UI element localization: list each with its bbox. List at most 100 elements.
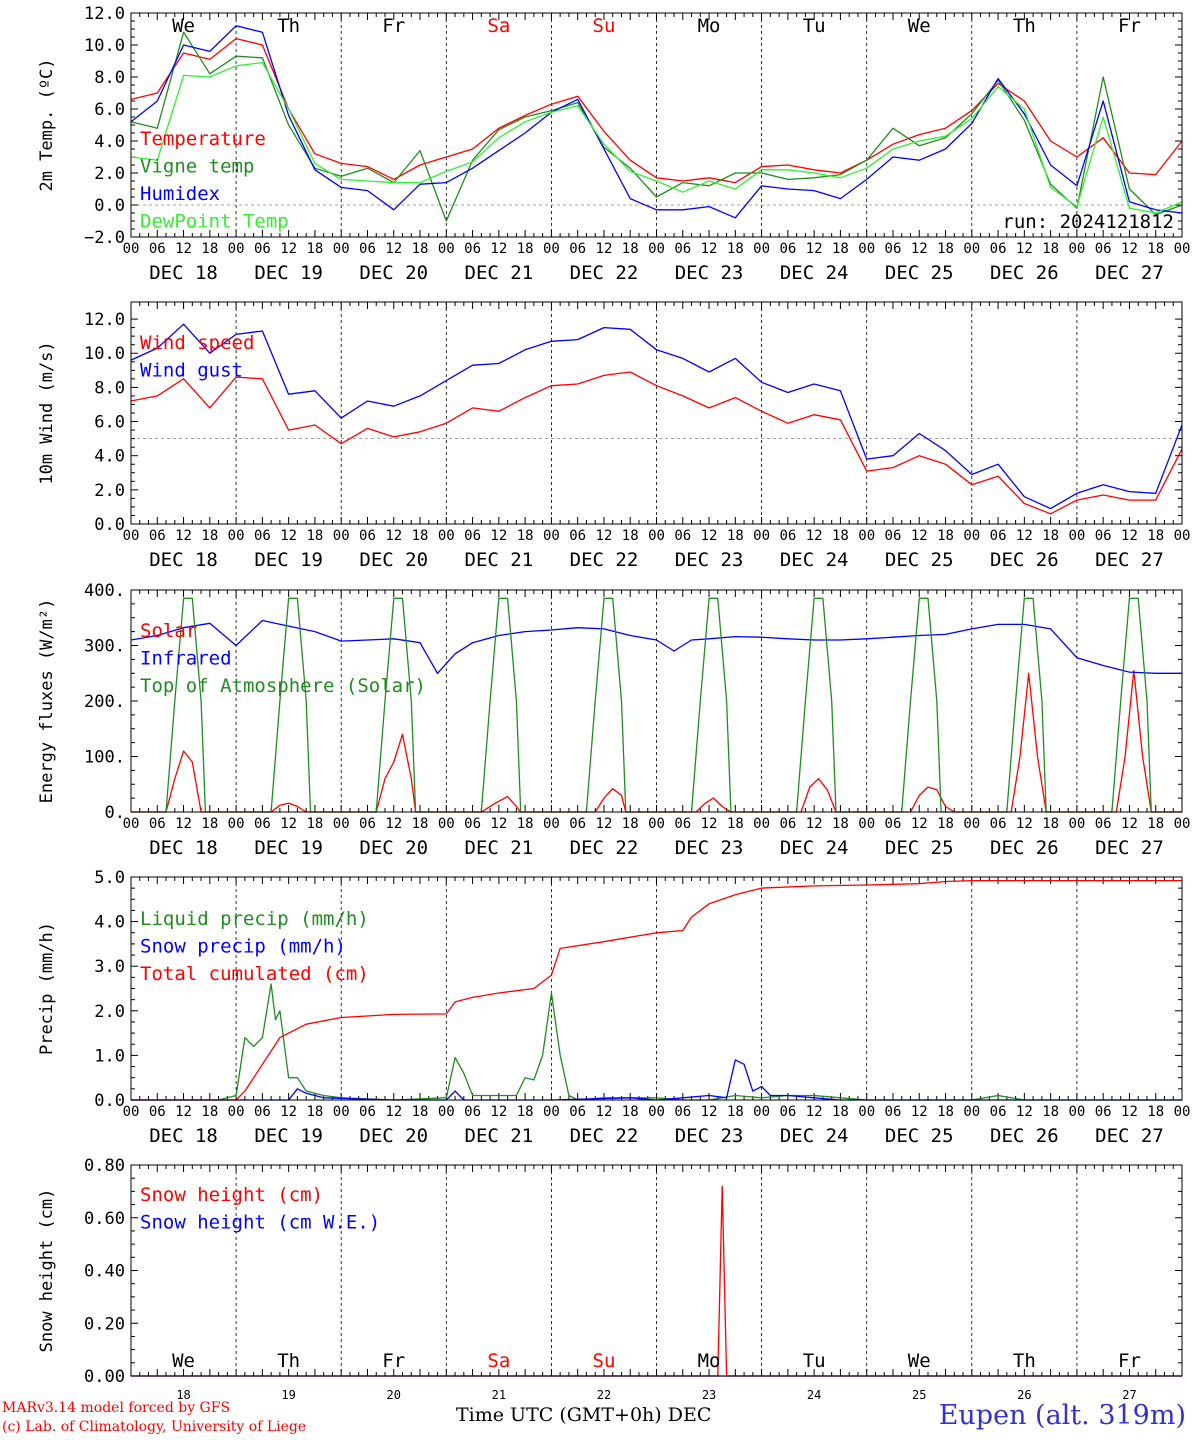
legend-entry: Infrared: [140, 648, 232, 670]
hour-tick-label: 12: [490, 241, 507, 257]
hour-tick-label: 06: [254, 1104, 271, 1120]
hour-tick-label: 06: [674, 528, 691, 544]
hour-tick-label: 18: [727, 1104, 744, 1120]
y-tick-label: 100.: [84, 748, 125, 768]
hour-tick-label: 06: [359, 816, 376, 832]
weekday-label: Mo: [698, 15, 721, 37]
hour-tick-label: 06: [254, 816, 271, 832]
hour-tick-label: 12: [701, 528, 718, 544]
y-tick-label: 0.: [105, 803, 125, 823]
hour-tick-label: 06: [674, 1104, 691, 1120]
date-label: DEC 26: [990, 837, 1059, 859]
hour-tick-label: 00: [963, 241, 980, 257]
series-snow-precip-mm-h: [131, 1059, 1182, 1101]
hour-tick-label: 06: [990, 1104, 1007, 1120]
hour-tick-label: 00: [648, 1104, 665, 1120]
hour-tick-label: 18: [412, 528, 429, 544]
y-tick-label: 2.0: [94, 164, 125, 184]
hour-tick-label: 12: [175, 528, 192, 544]
weekday-label: Su: [593, 15, 616, 37]
hour-tick-label: 18: [727, 241, 744, 257]
date-label: DEC 18: [149, 262, 218, 284]
weekday-label: Tu: [803, 15, 826, 37]
hour-tick-label: 12: [175, 241, 192, 257]
hour-tick-label: 12: [385, 241, 402, 257]
time-axis-label: Time UTC (GMT+0h) DEC: [456, 1404, 712, 1426]
weekday-label: Sa: [487, 15, 510, 37]
date-label: DEC 19: [254, 262, 323, 284]
hour-tick-label: 06: [885, 528, 902, 544]
hour-tick-label: 00: [963, 528, 980, 544]
hour-tick-label: 06: [254, 241, 271, 257]
hour-tick-label: 18: [832, 816, 849, 832]
y-tick-label: 12.0: [84, 310, 125, 330]
series-temperature: [131, 37, 1182, 184]
y-tick-label: 0.00: [84, 1367, 125, 1387]
hour-tick-label: 12: [806, 816, 823, 832]
series-dewpoint-temp: [131, 61, 1182, 214]
credits: MARv3.14 model forced by GFS (c) Lab. of…: [2, 1399, 306, 1437]
series-humidex: [131, 25, 1182, 219]
hour-tick-label: 18: [517, 241, 534, 257]
hour-tick-label: 00: [543, 1104, 560, 1120]
weekday-label: Tu: [803, 1350, 826, 1372]
weekday-label: We: [172, 15, 195, 37]
y-tick-label: 2.0: [94, 1002, 125, 1022]
hour-tick-label: 00: [438, 528, 455, 544]
hour-tick-label: 06: [149, 1104, 166, 1120]
hour-tick-label: 18: [201, 816, 218, 832]
y-tick-label: −2.0: [84, 228, 125, 248]
hour-tick-label: 06: [569, 241, 586, 257]
date-label: DEC 20: [359, 549, 428, 571]
hour-tick-label: 00: [753, 816, 770, 832]
hour-tick-label: 18: [1042, 241, 1059, 257]
hour-tick-label: 00: [123, 528, 140, 544]
hour-tick-label: 00: [438, 1104, 455, 1120]
date-label: DEC 21: [465, 549, 534, 571]
hour-tick-label: 00: [1174, 528, 1191, 544]
hour-tick-label: 18: [306, 528, 323, 544]
plot-frame: [130, 1164, 1183, 1377]
y-tick-label: 4.0: [94, 913, 125, 933]
hour-tick-label: 06: [1095, 816, 1112, 832]
hour-tick-label: 12: [1016, 241, 1033, 257]
hour-tick-label: 06: [569, 1104, 586, 1120]
weekday-label: Fr: [382, 15, 405, 37]
hour-tick-label: 18: [937, 816, 954, 832]
hour-tick-label: 00: [858, 1104, 875, 1120]
hour-tick-label: 06: [1095, 241, 1112, 257]
hour-tick-label: 00: [123, 816, 140, 832]
date-label: DEC 19: [254, 1125, 323, 1147]
hour-tick-label: 00: [123, 1104, 140, 1120]
panel-1: −2.0 0.0 2.0 4.0 6.0 8.0 10.0 12.0 2m Temp. (ºC)…: [37, 4, 1190, 284]
weekday-label: We: [908, 15, 931, 37]
hour-tick-label: 12: [911, 816, 928, 832]
date-label: DEC 22: [570, 1125, 639, 1147]
date-label: DEC 27: [1095, 262, 1164, 284]
hour-tick-label: 18: [622, 816, 639, 832]
hour-tick-label: 18: [201, 528, 218, 544]
series-total-cumulated-cm: [131, 879, 1182, 1101]
y-tick-label: 0.0: [94, 196, 125, 216]
hour-tick-label: 00: [438, 816, 455, 832]
series-top-of-atmosphere-solar: [131, 597, 1182, 813]
date-label: DEC 20: [359, 1125, 428, 1147]
hour-tick-label: 06: [359, 241, 376, 257]
hour-tick-label: 12: [280, 241, 297, 257]
date-label: DEC 26: [990, 262, 1059, 284]
hour-tick-label: 18: [517, 1104, 534, 1120]
day-number-label: 23: [702, 1388, 716, 1402]
y-tick-label: 2.0: [94, 481, 125, 501]
hour-tick-label: 12: [280, 816, 297, 832]
date-label: DEC 22: [570, 549, 639, 571]
y-tick-label: 300.: [84, 637, 125, 657]
date-label: DEC 23: [675, 262, 744, 284]
y-tick-label: 200.: [84, 692, 125, 712]
day-number-label: 18: [176, 1388, 190, 1402]
hour-tick-label: 06: [569, 816, 586, 832]
hour-tick-label: 18: [412, 1104, 429, 1120]
hour-tick-label: 12: [385, 528, 402, 544]
location-label: Eupen (alt. 319m): [938, 1400, 1186, 1431]
y-tick-label: 0.20: [84, 1314, 125, 1334]
